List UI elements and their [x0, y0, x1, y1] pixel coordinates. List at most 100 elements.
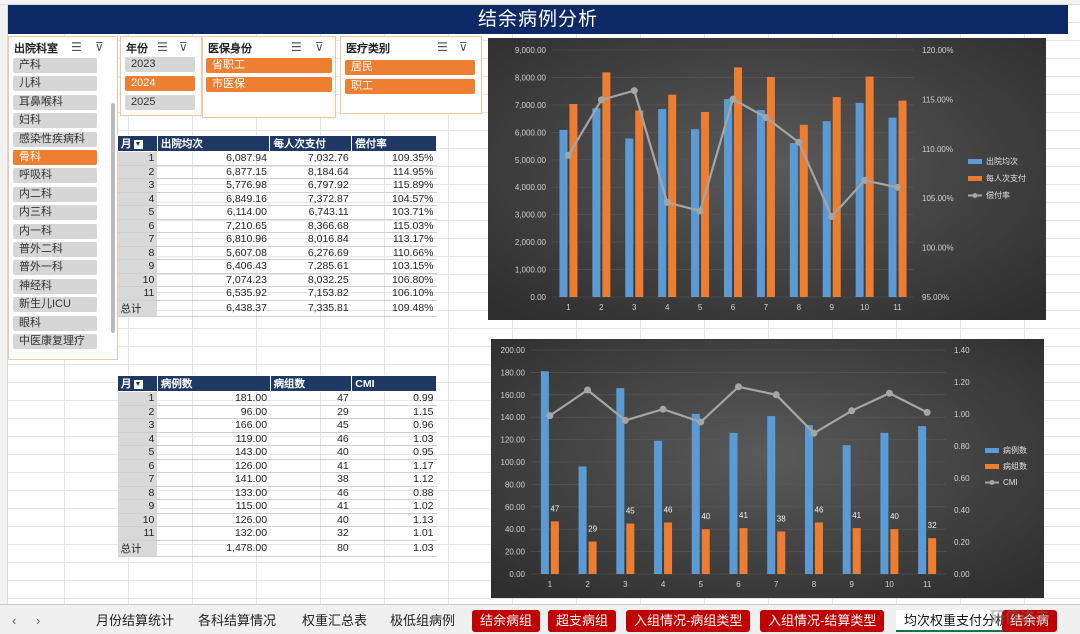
table-cell[interactable]: 114.95% — [351, 165, 437, 179]
slicer-item[interactable]: 2023 — [125, 57, 195, 72]
clear-filter-icon[interactable]: ⊽ — [459, 40, 468, 54]
row-month[interactable]: 3 — [117, 178, 158, 193]
sheet-tab[interactable]: 结余病组 — [472, 610, 541, 632]
table-cell[interactable]: 38 — [270, 472, 352, 487]
table-cell[interactable]: 8,366.68 — [269, 219, 352, 233]
table-cell[interactable]: 6,114.00 — [157, 205, 270, 220]
sheet-tab[interactable]: 极低组病例 — [390, 613, 456, 628]
table-cell[interactable]: 132.00 — [157, 526, 271, 541]
table-cell[interactable]: 141.00 — [157, 472, 271, 487]
table-cell[interactable]: 6,406.43 — [157, 259, 270, 274]
total-cell[interactable]: 6,438.37 — [157, 299, 270, 317]
table-cell[interactable]: 103.15% — [351, 259, 437, 274]
table-cell[interactable]: 7,372.87 — [269, 192, 352, 206]
slicer-item[interactable]: 妇科 — [13, 113, 97, 129]
row-month[interactable]: 2 — [117, 405, 158, 419]
table-cell[interactable]: 41 — [270, 499, 352, 514]
chart-payment[interactable]: 0.00 1,000.00 2,000.00 3,000.00 4,000.00 5,00… — [488, 38, 1046, 320]
slicer-item[interactable]: 内二科 — [13, 186, 97, 202]
row-month[interactable]: 3 — [117, 418, 158, 433]
table-cell[interactable]: 96.00 — [157, 405, 271, 419]
row-month[interactable]: 8 — [117, 246, 158, 260]
multi-select-icon[interactable]: ☰ — [291, 40, 302, 54]
table-cell[interactable]: 104.57% — [351, 192, 437, 206]
table-cell[interactable]: 166.00 — [157, 418, 271, 433]
sheet-tab[interactable]: 月份结算统计 — [96, 613, 175, 628]
table-cell[interactable]: 0.99 — [351, 391, 437, 406]
table-cell[interactable]: 1.03 — [351, 432, 437, 446]
table-cell[interactable]: 40 — [270, 513, 352, 527]
table-cell[interactable]: 115.03% — [351, 219, 437, 233]
slicer-item[interactable]: 内一科 — [13, 223, 97, 239]
table-cell[interactable]: 110.66% — [351, 246, 437, 260]
table-cell[interactable]: 6,797.92 — [269, 178, 352, 193]
table-cell[interactable]: 1.15 — [351, 405, 437, 419]
table-cell[interactable]: 45 — [270, 418, 352, 433]
filter-dropdown-icon[interactable]: ▼ — [133, 379, 143, 389]
tab-next-arrow[interactable]: › — [36, 613, 41, 628]
sheet-tab[interactable]: 入组情况-病组类型 — [626, 610, 751, 632]
slicer-item[interactable]: 居民 — [345, 60, 475, 75]
table-cell[interactable]: 115.89% — [351, 178, 437, 193]
table-cell[interactable]: 5,607.08 — [157, 246, 270, 260]
table-cell[interactable]: 8,016.84 — [269, 232, 352, 247]
table-cell[interactable]: 1.01 — [351, 526, 437, 541]
slicer-item[interactable]: 产科 — [13, 58, 97, 73]
table-cell[interactable]: 8,032.25 — [269, 273, 352, 287]
slicer-item[interactable]: 感染性疾病科 — [13, 131, 97, 147]
row-month[interactable]: 2 — [117, 165, 158, 179]
row-month[interactable]: 5 — [117, 445, 158, 460]
dept-slicer-scrollbar[interactable] — [111, 103, 115, 333]
table-cell[interactable]: 7,032.76 — [269, 151, 352, 166]
sheet-tab[interactable]: 结余病 — [1002, 610, 1058, 632]
table-cell[interactable]: 6,535.92 — [157, 286, 270, 301]
slicer-item[interactable]: 内三科 — [13, 205, 97, 221]
table-cell[interactable]: 6,877.15 — [157, 165, 270, 179]
table-cell[interactable]: 6,849.16 — [157, 192, 270, 206]
total-cell[interactable]: 109.48% — [351, 299, 437, 317]
row-month[interactable]: 11 — [117, 286, 158, 301]
table-cell[interactable]: 1.17 — [351, 459, 437, 473]
table-cell[interactable]: 113.17% — [351, 232, 437, 247]
tab-prev-arrow[interactable]: ‹ — [12, 613, 17, 628]
table-cell[interactable]: 6,087.94 — [157, 151, 270, 166]
slicer-item[interactable]: 市医保 — [206, 76, 332, 92]
clear-filter-icon[interactable]: ⊽ — [95, 40, 104, 54]
table-cell[interactable]: 119.00 — [157, 432, 271, 446]
table-cell[interactable]: 126.00 — [157, 513, 271, 527]
row-month[interactable]: 9 — [117, 259, 158, 274]
table-cell[interactable]: 8,184.64 — [269, 165, 352, 179]
table-cell[interactable]: 0.88 — [351, 486, 437, 500]
slicer-item[interactable]: 职工 — [345, 78, 475, 94]
sheet-tab[interactable]: 各科结算情况 — [198, 613, 277, 628]
sheet-tab[interactable]: 权重汇总表 — [302, 613, 368, 628]
table-cell[interactable]: 0.96 — [351, 418, 437, 433]
slicer-item[interactable]: 普外一科 — [13, 260, 97, 276]
chart-cases[interactable]: 0.00 20.00 40.00 60.00 80.00 100.00 120.00 140.… — [491, 339, 1044, 598]
table-cell[interactable]: 40 — [270, 445, 352, 460]
slicer-item[interactable]: 神经科 — [13, 278, 97, 294]
row-month[interactable]: 7 — [117, 472, 158, 487]
table-cell[interactable]: 106.10% — [351, 286, 437, 301]
table-cell[interactable]: 106.80% — [351, 273, 437, 287]
row-month[interactable]: 8 — [117, 486, 158, 500]
slicer-item[interactable]: 眼科 — [13, 315, 97, 331]
total-label[interactable]: 总计 — [117, 299, 158, 317]
sheet-tab[interactable]: 入组情况-结算类型 — [760, 610, 885, 632]
table-cell[interactable]: 7,210.65 — [157, 219, 270, 233]
table-cell[interactable]: 133.00 — [157, 486, 271, 500]
table-cell[interactable]: 143.00 — [157, 445, 271, 460]
total-cell[interactable]: 7,335.81 — [269, 299, 352, 317]
multi-select-icon[interactable]: ☰ — [71, 40, 82, 54]
table-cell[interactable]: 5,776.98 — [157, 178, 270, 193]
row-month[interactable]: 1 — [117, 151, 158, 166]
table-cell[interactable]: 47 — [270, 391, 352, 406]
row-month[interactable]: 4 — [117, 192, 158, 206]
table-cell[interactable]: 0.95 — [351, 445, 437, 460]
slicer-item[interactable]: 骨科 — [13, 150, 97, 165]
table-cell[interactable]: 7,074.23 — [157, 273, 270, 287]
row-month[interactable]: 6 — [117, 219, 158, 233]
slicer-item[interactable]: 2024 — [125, 75, 195, 91]
clear-filter-icon[interactable]: ⊽ — [315, 40, 324, 54]
table-cell[interactable]: 46 — [270, 432, 352, 446]
